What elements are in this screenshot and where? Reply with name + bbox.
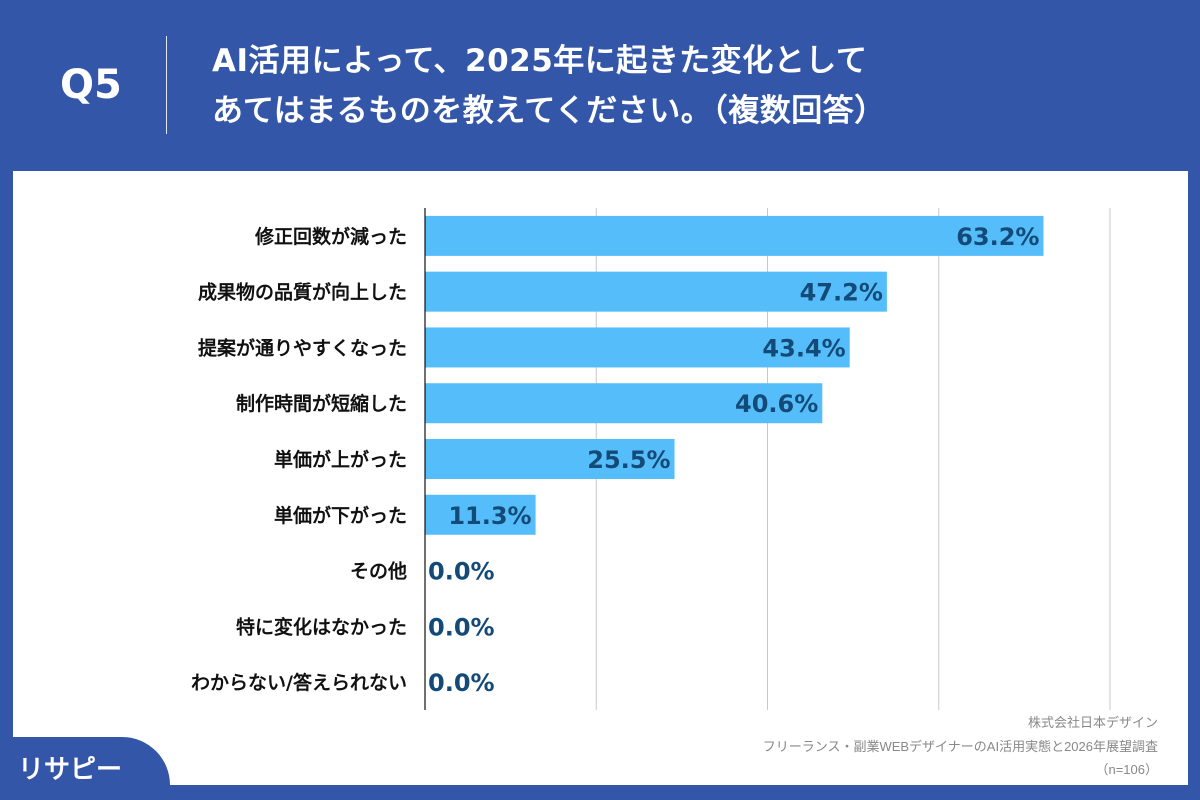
title-line-1: AI活用によって、2025年に起きた変化として bbox=[212, 43, 868, 79]
data-label: 43.4% bbox=[762, 334, 845, 362]
data-label: 11.3% bbox=[448, 502, 531, 530]
source-survey: フリーランス・副業WEBデザイナーのAI活用実態と2026年展望調査 bbox=[762, 739, 1158, 754]
data-label: 0.0% bbox=[428, 613, 495, 641]
source-company: 株式会社日本デザイン bbox=[1027, 715, 1158, 730]
title-line-2: あてはまるものを教えてください。（複数回答） bbox=[212, 93, 886, 129]
data-label: 47.2% bbox=[800, 279, 883, 307]
bar bbox=[425, 494, 536, 535]
category-label: わからない/答えられない bbox=[191, 671, 407, 694]
divider bbox=[166, 36, 167, 134]
category-label: 単価が下がった bbox=[274, 504, 407, 527]
category-label: 制作時間が短縮した bbox=[236, 392, 407, 415]
sample-size: （n=106） bbox=[1095, 762, 1158, 777]
bar bbox=[425, 439, 675, 479]
category-label: 特に変化はなかった bbox=[236, 615, 407, 638]
logo-text: リサピー bbox=[18, 755, 123, 785]
category-label: 成果物の品質が向上した bbox=[198, 281, 407, 304]
data-label: 40.6% bbox=[735, 390, 818, 418]
category-label: その他 bbox=[350, 560, 407, 583]
data-label: 63.2% bbox=[956, 223, 1039, 251]
logo: リサピー bbox=[0, 737, 170, 800]
bar bbox=[425, 271, 887, 312]
category-label: 単価が上がった bbox=[274, 448, 407, 471]
data-label: 0.0% bbox=[428, 669, 495, 697]
bar bbox=[425, 215, 1044, 256]
data-label: 25.5% bbox=[587, 446, 670, 474]
question-number: Q5 bbox=[60, 62, 122, 108]
data-label: 0.0% bbox=[428, 558, 495, 586]
bar bbox=[425, 383, 823, 424]
category-label: 提案が通りやすくなった bbox=[198, 336, 407, 359]
category-label: 修正回数が減った bbox=[254, 225, 407, 248]
question-title: AI活用によって、2025年に起きた変化として あてはまるものを教えてください。… bbox=[212, 36, 886, 136]
bar bbox=[425, 327, 850, 368]
